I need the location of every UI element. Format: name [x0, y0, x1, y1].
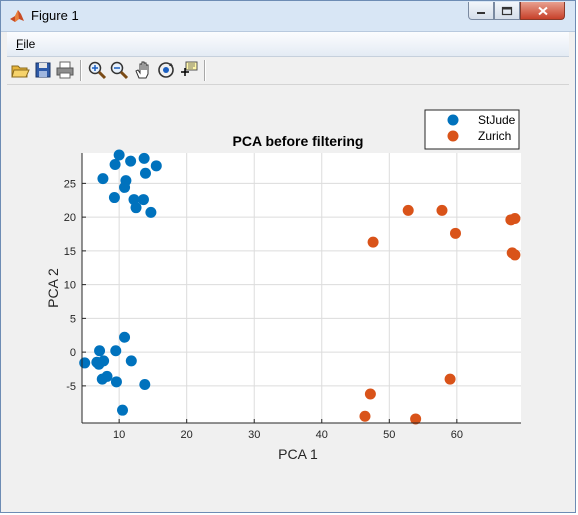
open-icon[interactable]	[10, 60, 30, 80]
zoom-in-icon[interactable]	[87, 60, 107, 80]
rotate-3d-icon[interactable]	[156, 60, 176, 80]
matlab-icon	[10, 10, 24, 22]
maximize-button[interactable]	[494, 2, 520, 20]
title-bar[interactable]: Figure 1	[1, 1, 575, 32]
data-cursor-icon[interactable]	[179, 60, 199, 80]
menu-file-mnemonic: F	[16, 37, 24, 51]
menu-file-label: ile	[23, 37, 36, 51]
window-title: Figure 1	[31, 8, 79, 23]
menu-bar: File	[7, 32, 569, 57]
save-icon[interactable]	[33, 60, 53, 80]
toolbar-separator	[204, 60, 206, 81]
toolbar-separator	[80, 60, 82, 81]
zoom-out-icon[interactable]	[109, 60, 129, 80]
figure-canvas	[7, 85, 569, 506]
close-icon	[537, 6, 548, 15]
minimize-button[interactable]	[468, 2, 494, 20]
maximize-icon	[501, 6, 513, 15]
toolbar	[7, 57, 569, 85]
minimize-icon	[477, 11, 485, 14]
pan-icon[interactable]	[133, 60, 153, 80]
print-icon[interactable]	[55, 60, 75, 80]
close-button[interactable]	[520, 2, 565, 20]
menu-file[interactable]: File	[16, 37, 35, 51]
